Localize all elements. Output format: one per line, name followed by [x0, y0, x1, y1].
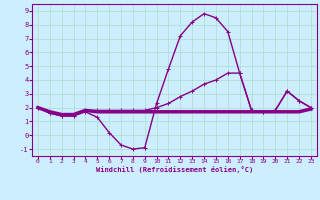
X-axis label: Windchill (Refroidissement éolien,°C): Windchill (Refroidissement éolien,°C) — [96, 166, 253, 173]
